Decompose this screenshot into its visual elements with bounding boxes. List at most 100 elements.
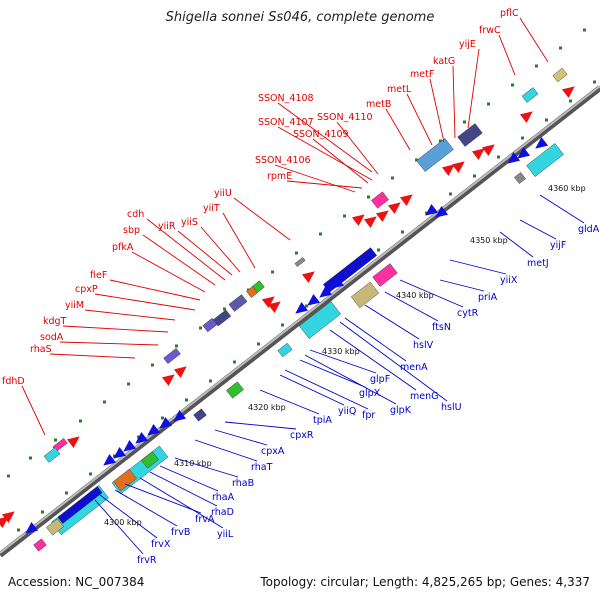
forward-gene-label: yiiT <box>203 203 220 214</box>
forward-gene-label: yijE <box>459 39 476 50</box>
reverse-gene-label: glpK <box>390 405 412 416</box>
forward-leader-line <box>109 279 201 301</box>
forward-gene-label: pfkA <box>112 242 134 253</box>
reverse-leader-line <box>279 374 345 406</box>
forward-gene-label: rhaS <box>30 344 52 355</box>
reverse-leader-line <box>399 279 464 308</box>
scale-label: 4350 kbp <box>470 236 508 245</box>
tick-mark <box>305 304 308 308</box>
tick-mark <box>175 344 178 348</box>
forward-gene-block <box>416 138 454 172</box>
accession-label: Accession: NC_007384 <box>8 575 145 589</box>
forward-gene-arrow <box>173 366 187 378</box>
reverse-gene-block <box>46 518 64 536</box>
forward-gene-label: fieF <box>90 270 107 281</box>
forward-gene-arrow <box>351 214 365 226</box>
reverse-gene-arrow <box>535 137 549 149</box>
reverse-leader-line <box>124 483 202 514</box>
forward-leader-line <box>467 48 480 129</box>
reverse-gene-block <box>514 172 526 184</box>
reverse-gene-label: tpiA <box>313 415 332 426</box>
forward-gene-arrow <box>561 86 575 98</box>
reverse-gene-block <box>277 342 293 358</box>
forward-gene-block <box>212 309 232 327</box>
reverse-gene-label: fpr <box>362 410 375 421</box>
tick-mark <box>415 158 418 162</box>
forward-gene-arrow <box>375 210 389 222</box>
tick-mark <box>473 174 476 178</box>
scale-label: 4340 kbp <box>396 291 434 300</box>
reverse-gene-label: yiiL <box>217 529 234 540</box>
forward-gene-arrow <box>451 161 465 173</box>
reverse-gene-arrow <box>307 294 321 306</box>
forward-gene-label: SSON_4110 <box>317 112 373 123</box>
forward-gene-arrow <box>481 144 495 156</box>
scale-label: 4330 kbp <box>322 347 360 356</box>
forward-leader-line <box>406 93 433 146</box>
reverse-gene-label: glpX <box>359 388 381 399</box>
reverse-gene-block <box>193 408 207 422</box>
forward-gene-arrow <box>301 271 315 283</box>
forward-leader-line <box>385 108 411 151</box>
forward-gene-arrow <box>66 436 80 448</box>
tick-mark <box>535 64 538 68</box>
reverse-gene-label: yijF <box>550 240 566 251</box>
forward-gene-block <box>246 286 258 298</box>
forward-gene-arrow <box>399 194 413 206</box>
forward-gene-label: metB <box>366 99 391 110</box>
forward-gene-label: SSON_4109 <box>293 129 349 140</box>
tick-mark <box>161 416 164 420</box>
scale-label: 4300 kbp <box>104 518 142 527</box>
reverse-leader-line <box>499 231 534 258</box>
reverse-gene-arrow <box>507 152 521 164</box>
reverse-gene-label: metJ <box>527 258 549 269</box>
reverse-gene-label: cytR <box>457 308 479 319</box>
reverse-gene-label: menA <box>400 362 428 373</box>
scale-label: 4310 kbp <box>174 459 212 468</box>
reverse-leader-line <box>99 494 158 539</box>
reverse-gene-arrow <box>435 206 449 218</box>
tick-mark <box>449 192 452 196</box>
forward-leader-line <box>233 197 291 241</box>
forward-leader-line <box>21 385 46 436</box>
label-leader-lines <box>21 17 585 555</box>
forward-gene-label: rpmE <box>267 171 292 182</box>
reverse-gene-label: yiiX <box>500 275 518 286</box>
reverse-gene-label: frvR <box>137 555 157 566</box>
tick-mark <box>487 102 490 106</box>
forward-leader-line <box>59 341 159 346</box>
forward-leader-line <box>286 180 363 189</box>
reverse-gene-label: glpF <box>370 374 390 385</box>
tick-mark <box>199 326 202 330</box>
tick-mark <box>54 438 57 442</box>
tick-mark <box>271 270 274 274</box>
reverse-leader-line <box>339 321 448 402</box>
forward-leader-line <box>519 17 549 63</box>
forward-gene-label: yiiS <box>181 217 198 228</box>
reverse-gene-block <box>299 301 341 339</box>
tick-mark <box>343 214 346 218</box>
forward-gene-arrow <box>261 296 275 308</box>
forward-gene-label: SSON_4106 <box>255 155 311 166</box>
reverse-gene-label: ftsN <box>432 322 451 333</box>
forward-leader-line <box>84 309 176 321</box>
forward-leader-line <box>277 126 373 181</box>
reverse-leader-line <box>214 429 268 446</box>
reverse-gene-block <box>526 143 564 177</box>
forward-gene-label: yiiR <box>158 221 176 232</box>
forward-leader-line <box>131 251 206 293</box>
tick-mark <box>391 176 394 180</box>
reverse-gene-label: hslV <box>413 340 434 351</box>
reverse-gene-label: frvB <box>171 527 190 538</box>
gene-blocks <box>33 67 568 552</box>
reverse-gene-label: yiiQ <box>338 406 356 417</box>
tick-mark <box>41 510 44 514</box>
forward-gene-block <box>228 294 248 312</box>
tick-mark <box>377 248 380 252</box>
forward-gene-block <box>294 257 306 267</box>
reverse-gene-label: frvX <box>151 539 171 550</box>
reverse-gene-label: frvA <box>195 514 215 525</box>
reverse-gene-arrow <box>25 522 39 534</box>
reverse-gene-block <box>372 263 398 287</box>
